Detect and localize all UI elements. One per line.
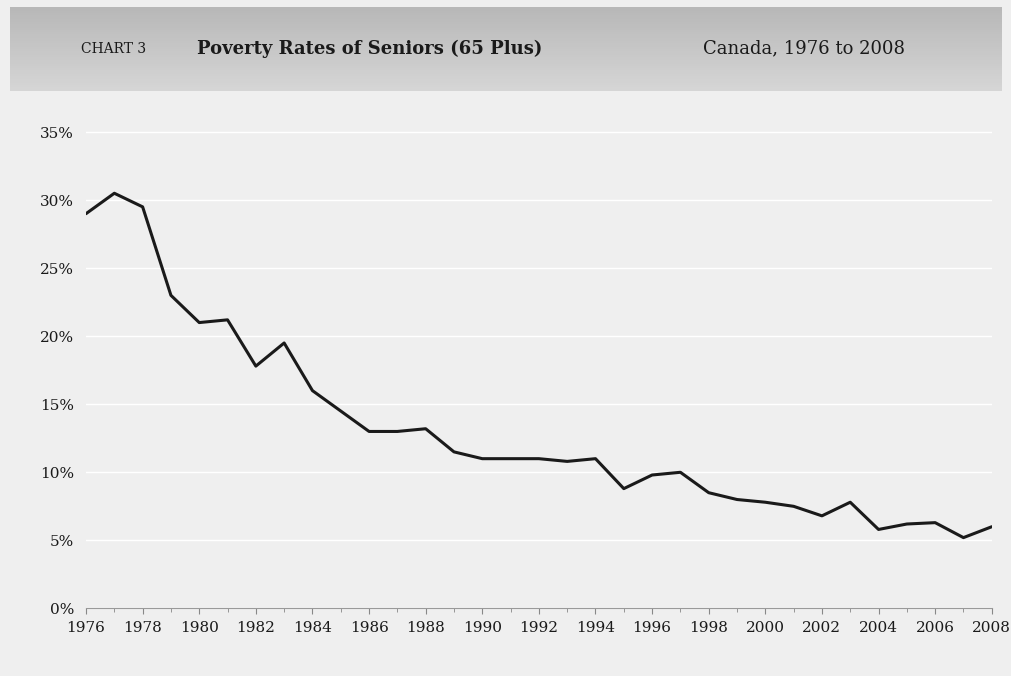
FancyBboxPatch shape <box>10 59 1001 62</box>
FancyBboxPatch shape <box>10 64 1001 66</box>
FancyBboxPatch shape <box>10 15 1001 18</box>
FancyBboxPatch shape <box>10 80 1001 83</box>
FancyBboxPatch shape <box>10 18 1001 20</box>
FancyBboxPatch shape <box>10 53 1001 55</box>
FancyBboxPatch shape <box>10 24 1001 26</box>
FancyBboxPatch shape <box>10 32 1001 34</box>
FancyBboxPatch shape <box>10 72 1001 74</box>
FancyBboxPatch shape <box>10 49 1001 51</box>
FancyBboxPatch shape <box>10 51 1001 53</box>
FancyBboxPatch shape <box>10 87 1001 89</box>
FancyBboxPatch shape <box>10 89 1001 91</box>
FancyBboxPatch shape <box>10 22 1001 24</box>
FancyBboxPatch shape <box>10 55 1001 57</box>
FancyBboxPatch shape <box>10 28 1001 30</box>
FancyBboxPatch shape <box>10 41 1001 43</box>
FancyBboxPatch shape <box>10 20 1001 22</box>
FancyBboxPatch shape <box>10 62 1001 64</box>
FancyBboxPatch shape <box>10 11 1001 13</box>
FancyBboxPatch shape <box>10 66 1001 68</box>
FancyBboxPatch shape <box>10 30 1001 32</box>
FancyBboxPatch shape <box>10 76 1001 78</box>
FancyBboxPatch shape <box>10 85 1001 87</box>
FancyBboxPatch shape <box>10 68 1001 70</box>
FancyBboxPatch shape <box>10 37 1001 39</box>
FancyBboxPatch shape <box>10 13 1001 15</box>
FancyBboxPatch shape <box>10 34 1001 37</box>
FancyBboxPatch shape <box>10 83 1001 85</box>
Text: Poverty Rates of Seniors (65 Plus): Poverty Rates of Seniors (65 Plus) <box>197 40 542 57</box>
FancyBboxPatch shape <box>10 9 1001 11</box>
FancyBboxPatch shape <box>10 78 1001 80</box>
FancyBboxPatch shape <box>10 43 1001 45</box>
FancyBboxPatch shape <box>10 70 1001 72</box>
FancyBboxPatch shape <box>10 45 1001 47</box>
Text: Canada, 1976 to 2008: Canada, 1976 to 2008 <box>703 40 905 57</box>
FancyBboxPatch shape <box>10 57 1001 59</box>
FancyBboxPatch shape <box>10 26 1001 28</box>
Text: CHART 3: CHART 3 <box>81 42 146 55</box>
FancyBboxPatch shape <box>10 74 1001 76</box>
FancyBboxPatch shape <box>10 39 1001 41</box>
FancyBboxPatch shape <box>10 47 1001 49</box>
FancyBboxPatch shape <box>10 7 1001 9</box>
